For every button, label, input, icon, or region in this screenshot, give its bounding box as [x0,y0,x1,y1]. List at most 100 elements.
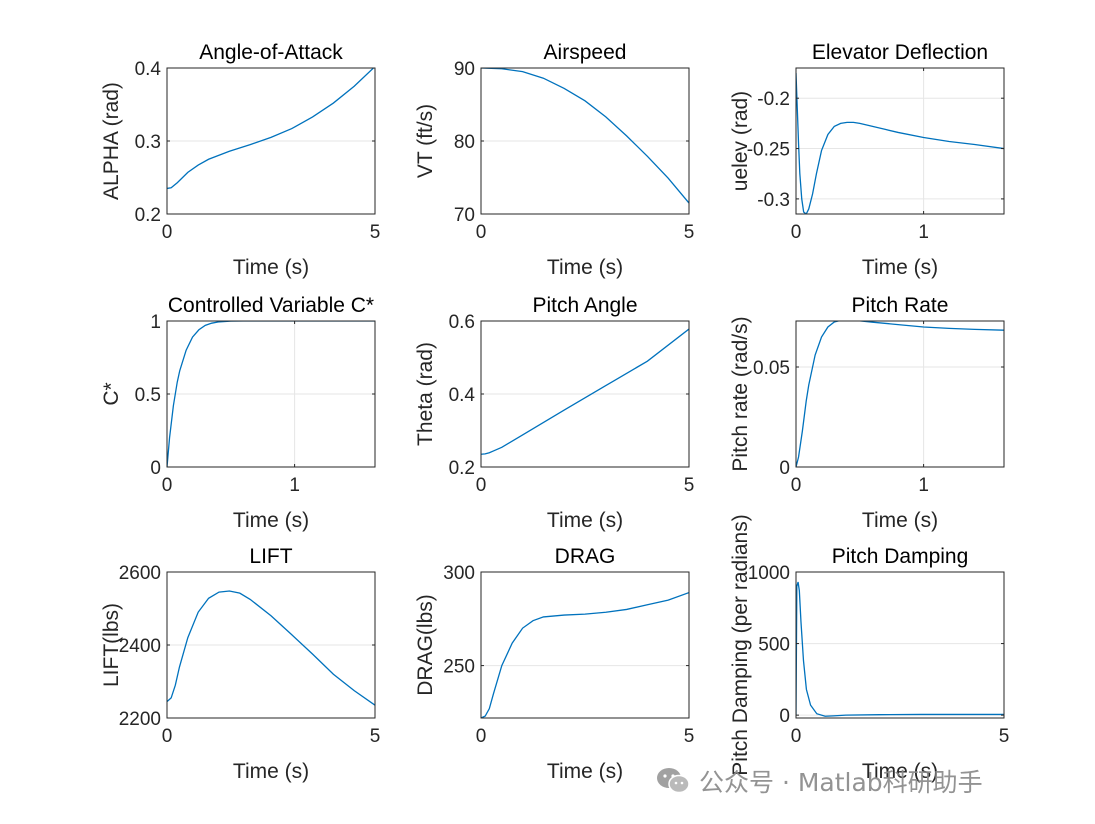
chart-pitch-angle: 0 5 0.2 0.4 0.6 Pitch Angle Time (s) Theta (rad… [414,294,694,532]
x-axis-label: Time (s) [547,760,623,783]
chart-title: Airspeed [544,41,627,64]
x-axis-label: Time (s) [547,256,623,279]
series-line-pitch-rate [796,321,1004,467]
x-tick-label: 5 [684,475,695,496]
y-axis-label: Pitch Damping (per radians) [729,514,752,775]
x-tick-label: 0 [791,475,802,496]
chart-title: Pitch Angle [532,294,637,317]
y-axis-label: VT (ft/s) [414,104,437,178]
y-axis-label: uelev (rad) [729,91,752,191]
series-line-pitch-angle [481,328,689,455]
watermark-text: 公众号 · Matlab科研助手 [699,768,983,797]
y-tick-label: 0 [779,706,790,727]
series-line-drag [481,591,689,718]
y-tick-label: 0.05 [753,358,790,379]
y-axis-label: LIFT(lbs) [100,603,123,687]
watermark: 公众号 · Matlab科研助手 [655,762,983,800]
x-tick-label: 0 [791,726,802,747]
x-tick-label: 0 [791,222,802,243]
x-axis-label: Time (s) [233,509,309,532]
y-tick-label: 80 [454,132,475,153]
chart-title: Controlled Variable C* [168,294,374,317]
chart-pitch-rate: 0 1 0 0.05 Pitch Rate Time (s) Pitch rate (rad… [729,294,1005,532]
x-axis-label: Time (s) [862,256,938,279]
y-axis-label: ALPHA (rad) [100,82,123,200]
y-tick-label: 1 [150,312,161,333]
series-line-pitch-damping [796,581,1004,717]
x-tick-label: 0 [476,475,487,496]
chart-title: DRAG [555,545,616,568]
x-tick-label: 5 [370,726,381,747]
x-axis-label: Time (s) [233,256,309,279]
y-tick-label: 250 [443,657,475,678]
series-line-lift [167,590,375,706]
x-tick-label: 0 [162,222,173,243]
y-tick-label: 0 [779,458,790,479]
x-tick-label: 5 [999,726,1010,747]
series-line-cstar [167,321,375,467]
x-tick-label: 0 [162,475,173,496]
x-tick-label: 0 [476,726,487,747]
chart-cstar: 0 1 0 0.5 1 Controlled Variable C* Time (s) C* [100,294,376,532]
y-tick-label: 0.5 [135,385,161,406]
y-tick-label: 0.4 [449,385,476,406]
y-tick-label: 0.2 [135,205,161,226]
x-axis-label: Time (s) [862,509,938,532]
x-tick-label: 1 [918,475,929,496]
plot-area [481,572,689,718]
y-tick-label: 0.2 [449,458,475,479]
x-axis-label: Time (s) [862,760,938,783]
x-tick-label: 0 [476,222,487,243]
y-tick-label: -0.2 [757,89,790,110]
series-line-alpha [167,68,375,190]
x-tick-label: 5 [684,222,695,243]
y-axis-label: C* [100,382,123,405]
chart-title: Angle-of-Attack [199,41,343,64]
y-tick-label: 0.6 [449,312,475,333]
plot-area [796,321,1004,467]
y-axis-label: DRAG(lbs) [414,594,437,696]
chart-drag: 0 5 250 300 DRAG Time (s) DRAG(lbs) [414,545,694,783]
axes-box [795,67,1005,215]
chart-lift: 0 5 2200 2400 2600 LIFT Time (s) LIFT(lbs) [100,545,380,783]
x-tick-label: 5 [370,222,381,243]
y-tick-label: 1000 [748,563,790,584]
x-tick-label: 5 [684,726,695,747]
x-tick-label: 1 [918,222,929,243]
y-tick-label: 0.4 [135,59,162,80]
y-tick-label: 2600 [119,563,161,584]
chart-title: Pitch Rate [852,294,949,317]
y-tick-label: 90 [454,59,475,80]
series-line-airspeed [481,68,689,204]
y-tick-label: 500 [758,635,790,656]
plot-area [796,572,1004,718]
x-axis-label: Time (s) [547,509,623,532]
chart-title: Pitch Damping [832,545,969,568]
series-line-elevator [796,73,1004,214]
y-tick-label: -0.25 [747,140,790,161]
y-tick-label: 300 [443,563,475,584]
axes-box [795,320,1005,468]
chart-pitch-damping: 0 5 0 500 1000 Pitch Damping Time (s) Pitch Dam… [729,514,1009,783]
y-tick-label: 0.3 [135,132,161,153]
chart-title: LIFT [249,545,292,568]
y-axis-label: Pitch rate (rad/s) [729,316,752,471]
x-tick-label: 1 [289,475,300,496]
x-axis-label: Time (s) [233,760,309,783]
plot-area [796,68,1004,214]
y-tick-label: 70 [454,205,475,226]
chart-airspeed: 0 5 70 80 90 Airspeed Time (s) VT (ft/s) [414,41,694,279]
axes-box [480,571,690,719]
wechat-icon [657,768,690,794]
y-tick-label: -0.3 [757,190,790,211]
y-tick-label: 2400 [119,636,161,657]
y-tick-label: 0 [150,458,161,479]
x-tick-label: 0 [162,726,173,747]
chart-elevator: 0 1 -0.3 -0.25 -0.2 Elevator Deflection Time (… [729,41,1005,279]
y-axis-label: Theta (rad) [414,342,437,446]
y-tick-label: 2200 [119,709,161,730]
axes-box [795,571,1005,719]
chart-alpha: 0 5 0.2 0.3 0.4 Angle-of-Attack Time (s) ALPHA … [100,41,380,279]
chart-title: Elevator Deflection [812,41,988,64]
